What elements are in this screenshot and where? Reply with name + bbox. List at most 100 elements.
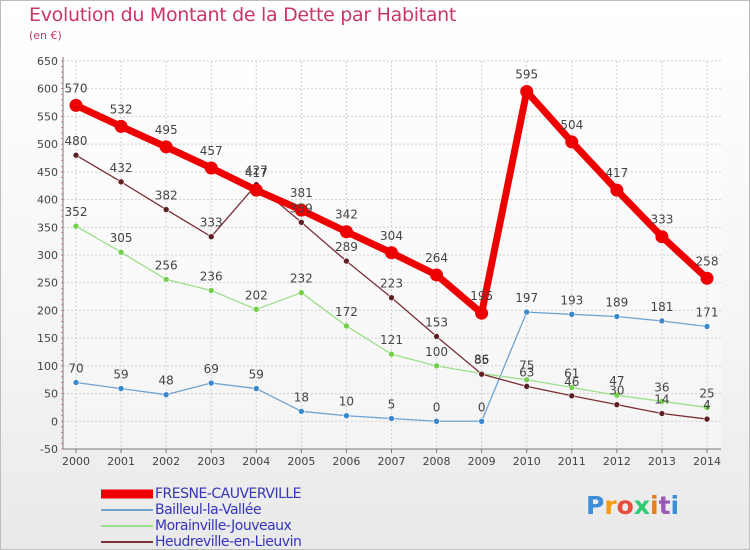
data-point-bailleul-la-vallee — [613, 313, 621, 320]
data-label-morainville-jouveaux: 256 — [155, 258, 178, 272]
data-point-morainville-jouveaux — [343, 322, 350, 330]
data-point-fresne-cauverville — [610, 183, 624, 197]
x-tick-label: 2010 — [513, 455, 541, 468]
data-label-bailleul-la-vallee: 193 — [560, 293, 583, 307]
data-point-fresne-cauverville — [385, 246, 398, 260]
data-label-morainville-jouveaux: 172 — [335, 305, 358, 319]
legend-label: Bailleul-la-Vallée — [155, 502, 262, 518]
y-tick-label: 50 — [44, 388, 58, 401]
x-tick-label: 2001 — [107, 455, 135, 468]
data-point-heudreville-en-lieuvin — [343, 257, 350, 265]
data-point-heudreville-en-lieuvin — [523, 383, 531, 390]
data-label-morainville-jouveaux: 352 — [65, 205, 88, 219]
data-label-bailleul-la-vallee: 0 — [478, 400, 486, 414]
data-point-morainville-jouveaux — [523, 376, 531, 384]
data-point-bailleul-la-vallee — [658, 317, 666, 325]
logo-letter: i — [670, 491, 680, 520]
data-label-heudreville-en-lieuvin: 480 — [65, 134, 88, 148]
data-label-fresne-cauverville: 342 — [335, 208, 358, 222]
data-point-fresne-cauverville — [655, 230, 669, 244]
data-label-morainville-jouveaux: 61 — [564, 366, 579, 380]
data-label-heudreville-en-lieuvin: 14 — [654, 393, 669, 407]
data-label-morainville-jouveaux: 36 — [654, 380, 669, 394]
data-label-bailleul-la-vallee: 69 — [204, 362, 219, 376]
data-label-heudreville-en-lieuvin: 63 — [519, 365, 534, 379]
x-tick-label: 2004 — [242, 455, 270, 468]
data-point-bailleul-la-vallee — [388, 415, 395, 422]
data-point-morainville-jouveaux — [433, 362, 440, 370]
data-label-bailleul-la-vallee: 197 — [515, 291, 538, 305]
data-point-heudreville-en-lieuvin — [72, 151, 80, 159]
data-point-bailleul-la-vallee — [72, 379, 80, 386]
data-label-heudreville-en-lieuvin: 46 — [564, 375, 579, 389]
data-point-morainville-jouveaux — [613, 391, 621, 399]
x-tick-label: 2013 — [648, 455, 676, 468]
data-label-fresne-cauverville: 195 — [470, 289, 493, 303]
data-label-bailleul-la-vallee: 181 — [650, 300, 673, 314]
data-label-bailleul-la-vallee: 70 — [68, 361, 83, 375]
data-label-bailleul-la-vallee: 189 — [605, 296, 628, 310]
y-tick-label: 100 — [37, 360, 58, 373]
data-label-heudreville-en-lieuvin: 223 — [380, 277, 403, 291]
data-label-bailleul-la-vallee: 5 — [388, 398, 396, 412]
data-point-heudreville-en-lieuvin — [162, 206, 170, 213]
data-label-fresne-cauverville: 381 — [290, 186, 313, 200]
logo-letter: o — [616, 491, 634, 520]
data-label-morainville-jouveaux: 232 — [290, 272, 313, 286]
data-label-bailleul-la-vallee: 18 — [294, 390, 309, 404]
data-label-morainville-jouveaux: 47 — [609, 374, 624, 388]
y-tick-label: 600 — [37, 83, 58, 96]
data-point-bailleul-la-vallee — [343, 412, 350, 420]
data-label-bailleul-la-vallee: 171 — [696, 306, 719, 320]
data-point-morainville-jouveaux — [252, 306, 260, 313]
legend-swatch — [101, 489, 153, 499]
data-label-heudreville-en-lieuvin: 432 — [110, 161, 133, 175]
legend-swatch — [101, 525, 153, 527]
legend-item-bailleul-la-vallee: Bailleul-la-Vallée — [101, 502, 361, 518]
legend-item-heudreville-en-lieuvin: Heudreville-en-Lieuvin — [101, 534, 361, 550]
data-point-bailleul-la-vallee — [252, 385, 260, 392]
data-point-bailleul-la-vallee — [568, 311, 576, 318]
data-point-fresne-cauverville — [159, 140, 173, 154]
y-tick-label: 500 — [37, 138, 58, 151]
data-point-fresne-cauverville — [69, 98, 83, 112]
y-tick-label: 150 — [37, 332, 58, 345]
y-tick-label: 550 — [37, 110, 58, 123]
data-point-morainville-jouveaux — [72, 222, 80, 230]
data-point-morainville-jouveaux — [703, 404, 711, 411]
x-tick-label: 2003 — [197, 455, 225, 468]
data-point-fresne-cauverville — [430, 268, 444, 282]
logo-letter: x — [633, 491, 650, 520]
x-tick-label: 2008 — [423, 455, 451, 468]
data-point-morainville-jouveaux — [658, 398, 666, 405]
data-label-fresne-cauverville: 495 — [155, 123, 178, 137]
x-tick-label: 2007 — [378, 455, 406, 468]
data-label-heudreville-en-lieuvin: 289 — [335, 240, 358, 254]
data-label-fresne-cauverville: 258 — [696, 254, 719, 268]
data-label-heudreville-en-lieuvin: 382 — [155, 189, 178, 203]
logo-letter: P — [586, 491, 605, 520]
data-point-bailleul-la-vallee — [433, 417, 440, 425]
legend-label: FRESNE-CAUVERVILLE — [155, 486, 302, 502]
data-point-morainville-jouveaux — [207, 287, 215, 294]
x-tick-label: 2012 — [603, 455, 631, 468]
proxiti-logo: Proxiti — [586, 491, 679, 520]
data-label-fresne-cauverville: 532 — [110, 102, 133, 116]
y-tick-label: 200 — [37, 304, 58, 317]
y-tick-label: 250 — [37, 277, 58, 290]
data-point-morainville-jouveaux — [117, 248, 125, 256]
data-point-heudreville-en-lieuvin — [658, 410, 666, 417]
data-label-heudreville-en-lieuvin: 30 — [609, 384, 624, 398]
data-label-morainville-jouveaux: 100 — [425, 345, 448, 359]
data-point-heudreville-en-lieuvin — [433, 333, 440, 340]
data-label-bailleul-la-vallee: 10 — [339, 395, 354, 409]
data-label-heudreville-en-lieuvin: 427 — [245, 164, 268, 178]
data-point-fresne-cauverville — [475, 306, 489, 320]
x-tick-label: 2000 — [62, 455, 90, 468]
data-label-bailleul-la-vallee: 0 — [433, 400, 441, 414]
data-label-bailleul-la-vallee: 48 — [159, 374, 174, 388]
data-label-fresne-cauverville: 417 — [245, 166, 268, 180]
data-point-morainville-jouveaux — [568, 384, 576, 391]
data-label-fresne-cauverville: 304 — [380, 229, 403, 243]
legend-item-morainville-jouveaux: Morainville-Jouveaux — [101, 518, 361, 534]
